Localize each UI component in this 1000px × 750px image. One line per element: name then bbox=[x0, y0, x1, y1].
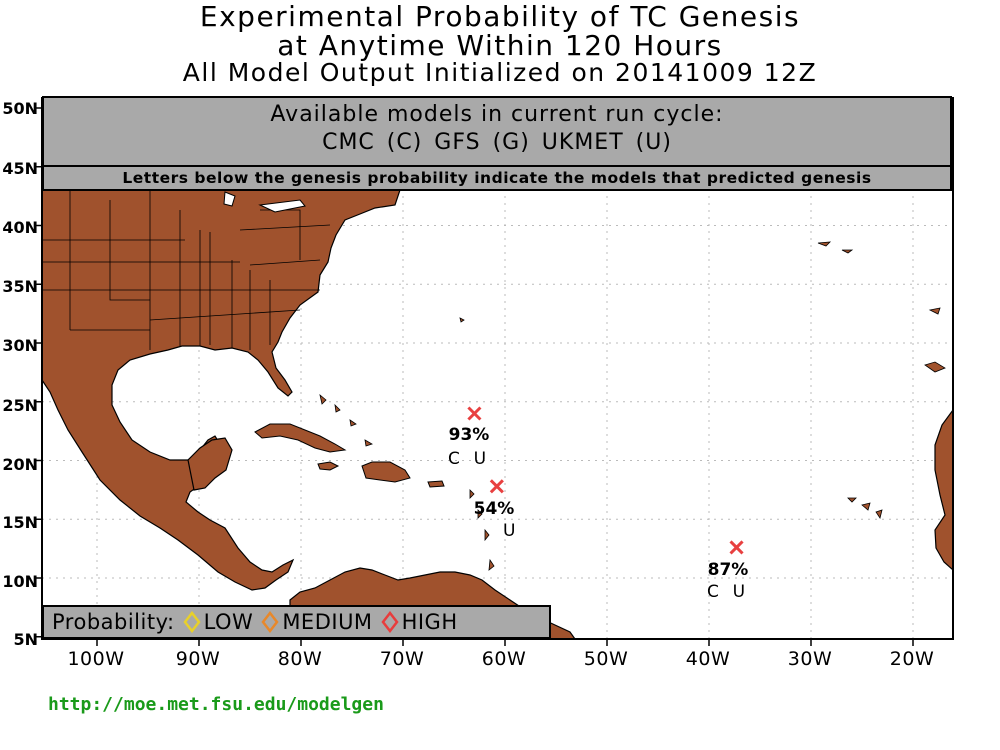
chart-title: Experimental Probability of TC Genesis a… bbox=[0, 2, 1000, 86]
puerto-rico-land bbox=[427, 480, 445, 488]
lat-label: 40N bbox=[2, 218, 38, 237]
models-heading: Available models in current run cycle: bbox=[270, 102, 724, 127]
probability-legend: Probability: LOW MEDIUM HIGH bbox=[42, 605, 551, 639]
medium-diamond-icon bbox=[261, 611, 279, 633]
legend-item-low: LOW bbox=[182, 607, 254, 637]
storm-probability: 93% bbox=[448, 425, 490, 445]
lon-label: 40W bbox=[685, 648, 731, 670]
storm-marker-icon bbox=[729, 540, 744, 555]
high-diamond-icon bbox=[380, 611, 399, 633]
hispaniola-land bbox=[361, 461, 411, 483]
storm-models: C U bbox=[448, 449, 488, 469]
lon-label: 90W bbox=[175, 648, 221, 670]
lat-label: 5N bbox=[13, 630, 38, 649]
models-note: Letters below the genesis probability in… bbox=[44, 165, 950, 189]
lon-label: 100W bbox=[67, 648, 125, 670]
yucatan-land bbox=[187, 437, 233, 491]
legend-medium-label: MEDIUM bbox=[282, 610, 373, 634]
models-list: CMC (C) GFS (G) UKMET (U) bbox=[322, 130, 672, 155]
lat-label: 20N bbox=[2, 455, 38, 474]
storm-probability: 87% bbox=[707, 560, 749, 580]
title-line-2: at Anytime Within 120 Hours bbox=[277, 29, 723, 62]
lat-label: 45N bbox=[2, 159, 38, 178]
storm-marker-icon bbox=[489, 479, 504, 494]
lon-label: 50W bbox=[583, 648, 629, 670]
lon-label: 80W bbox=[277, 648, 323, 670]
africa-land bbox=[934, 408, 953, 571]
lon-label: 20W bbox=[889, 648, 935, 670]
legend-label: Probability: bbox=[52, 610, 175, 634]
storm-probability: 54% bbox=[473, 499, 515, 519]
cuba-land bbox=[254, 423, 347, 453]
low-diamond-icon bbox=[182, 611, 201, 633]
legend-item-high: HIGH bbox=[380, 607, 458, 637]
title-line-3: All Model Output Initialized on 20141009… bbox=[182, 58, 818, 87]
storm-marker-icon bbox=[467, 406, 482, 421]
legend-item-medium: MEDIUM bbox=[261, 607, 372, 637]
models-info-box: Available models in current run cycle: C… bbox=[42, 96, 952, 191]
lat-label: 50N bbox=[2, 99, 38, 118]
storm-models: C U bbox=[707, 582, 747, 602]
lat-label: 30N bbox=[2, 336, 38, 355]
lat-label: 15N bbox=[2, 513, 38, 532]
title-line-1: Experimental Probability of TC Genesis bbox=[199, 0, 801, 33]
lon-label: 30W bbox=[787, 648, 833, 670]
lat-label: 25N bbox=[2, 396, 38, 415]
lon-label: 60W bbox=[481, 648, 527, 670]
jamaica-land bbox=[317, 461, 340, 471]
legend-low-label: LOW bbox=[203, 610, 254, 634]
storm-models: U bbox=[503, 521, 517, 541]
lon-label: 70W bbox=[379, 648, 425, 670]
legend-high-label: HIGH bbox=[401, 610, 458, 634]
lat-label: 35N bbox=[2, 277, 38, 296]
source-url[interactable]: http://moe.met.fsu.edu/modelgen bbox=[48, 694, 384, 715]
lat-label: 10N bbox=[2, 572, 38, 591]
